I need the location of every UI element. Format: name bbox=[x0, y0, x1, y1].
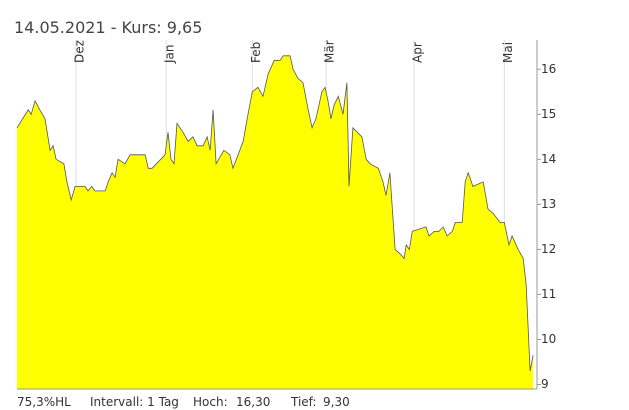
x-tick-label: Mai bbox=[501, 42, 515, 63]
chart-title: 14.05.2021 - Kurs: 9,65 bbox=[14, 18, 202, 37]
footer-range: 75,3%HL bbox=[17, 395, 71, 409]
x-tick-label: Jan bbox=[163, 45, 177, 65]
footer-high: 16,30 bbox=[236, 395, 270, 409]
y-tick-label: 12 bbox=[541, 242, 556, 256]
y-tick-label: 10 bbox=[541, 332, 556, 346]
y-tick-label: 14 bbox=[541, 152, 556, 166]
area-fill bbox=[17, 55, 534, 390]
x-tick-label: Feb bbox=[249, 42, 263, 63]
y-tick-label: 9 bbox=[541, 377, 549, 391]
footer-low: 9,30 bbox=[323, 395, 350, 409]
footer-low-label: Tief: bbox=[290, 395, 317, 409]
y-tick-label: 15 bbox=[541, 107, 556, 121]
x-tick-label: Apr bbox=[410, 42, 424, 63]
x-tick-label: Dez bbox=[72, 40, 86, 63]
y-tick-label: 13 bbox=[541, 197, 556, 211]
footer-interval: Intervall: 1 Tag bbox=[90, 395, 179, 409]
y-tick-label: 11 bbox=[541, 287, 556, 301]
footer-high-label: Hoch: bbox=[193, 395, 228, 409]
price-line bbox=[16, 55, 534, 372]
y-tick-label: 16 bbox=[541, 62, 556, 76]
plot: Dez Jan Feb Mär Apr Mai 9 10 11 12 13 14 15 16 bbox=[16, 40, 556, 391]
x-tick-label: Mär bbox=[323, 40, 337, 63]
